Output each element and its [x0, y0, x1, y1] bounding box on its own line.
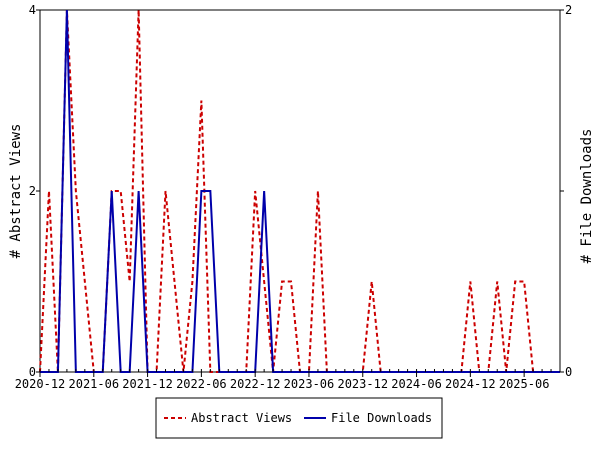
y-left-tick-label: 2 — [29, 184, 36, 198]
x-tick-label: 2023-06 — [284, 377, 335, 391]
y-axis-label-left: # Abstract Views — [8, 124, 24, 259]
legend: Abstract Views File Downloads — [155, 397, 443, 439]
x-tick-label: 2022-06 — [176, 377, 227, 391]
x-tick-label: 2021-12 — [122, 377, 173, 391]
y-right-tick-label: 0 — [565, 365, 572, 379]
x-tick-label: 2022-12 — [230, 377, 281, 391]
x-tick-label: 2024-06 — [391, 377, 442, 391]
axis-layer: 2020-12 2021-06 2021-12 2022-06 2022-12 2023-… — [15, 3, 573, 391]
legend-box — [155, 397, 443, 439]
x-tick-label: 2021-06 — [69, 377, 120, 391]
y-left-tick-label: 4 — [29, 3, 36, 17]
y-axis-label-right: # File Downloads — [579, 129, 595, 264]
x-tick-label: 2023-12 — [337, 377, 388, 391]
x-tick-label: 2025-06 — [499, 377, 550, 391]
x-tick-label: 2024-12 — [445, 377, 496, 391]
y-right-tick-label: 2 — [565, 3, 572, 17]
legend-label-file-downloads: File Downloads — [331, 411, 432, 425]
y-left-tick-label: 0 — [29, 365, 36, 379]
legend-label-abstract-views: Abstract Views — [191, 411, 292, 425]
x-tick-label: 2020-12 — [15, 377, 66, 391]
